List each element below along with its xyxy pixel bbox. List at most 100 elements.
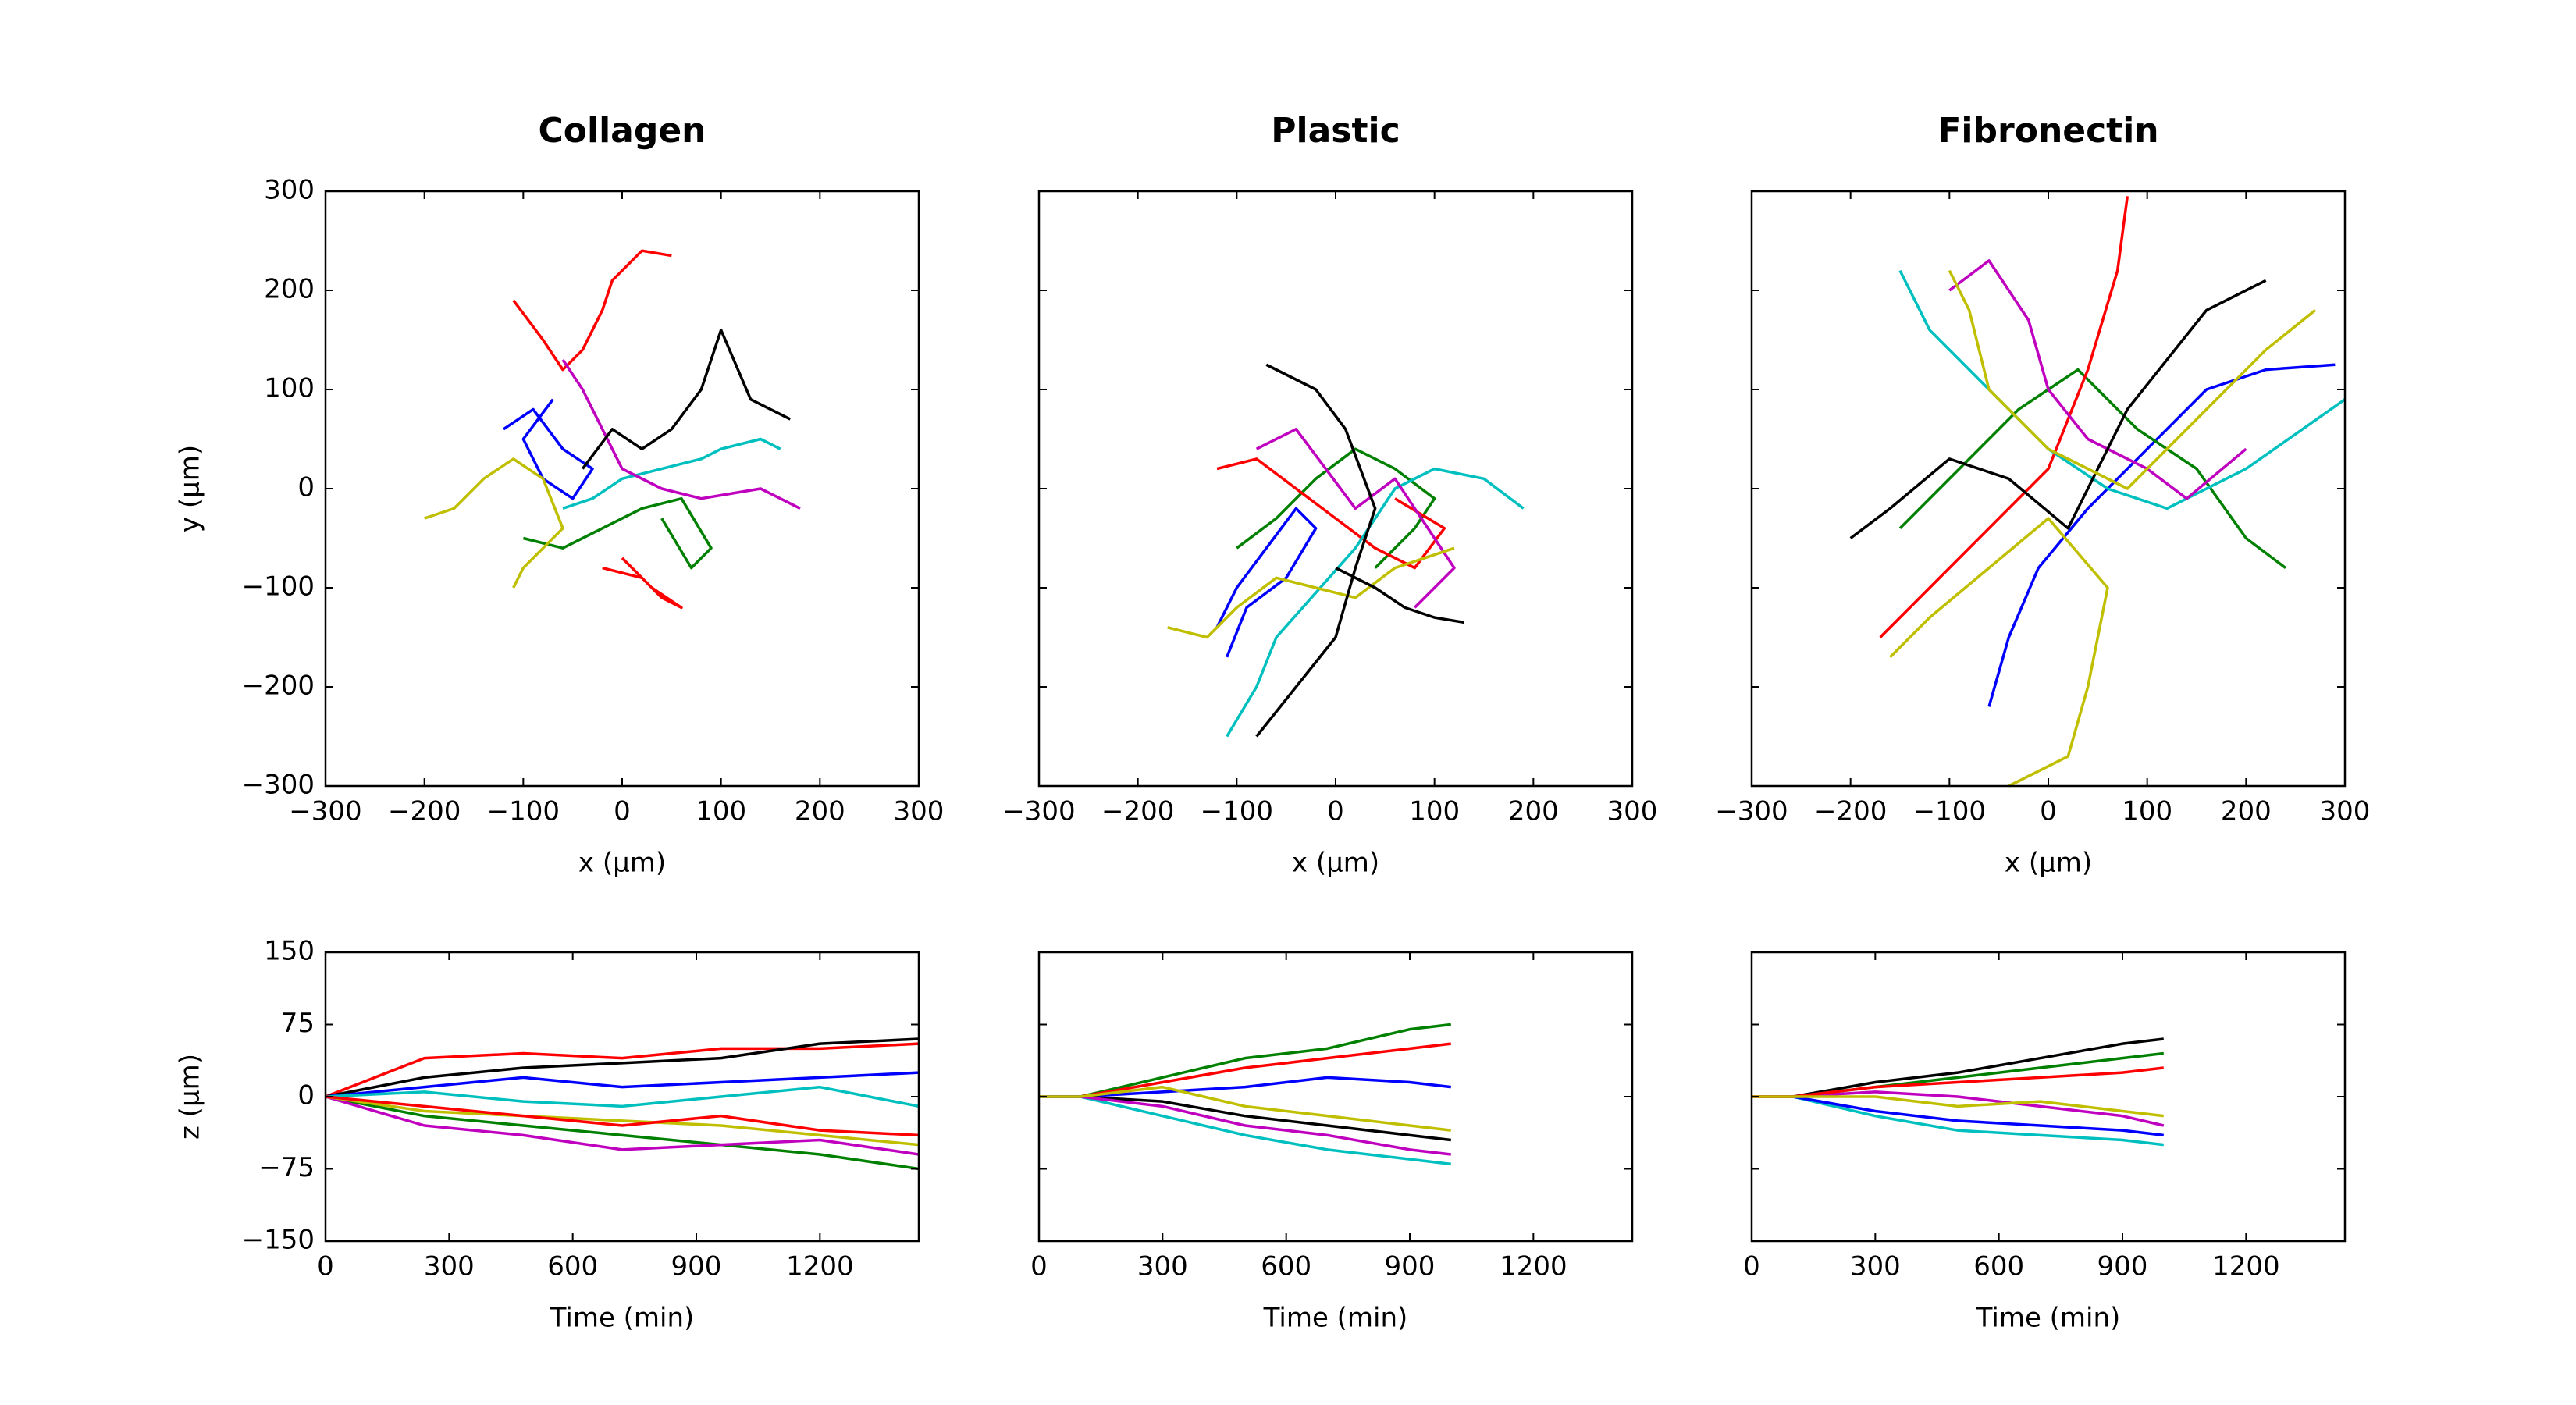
x-tick-label: 0 (614, 796, 631, 827)
trajectory (1236, 447, 1436, 569)
x-tick-label: 200 (795, 796, 845, 827)
y-tick-label: 75 (281, 1008, 315, 1039)
trajectory (602, 557, 683, 610)
y-tick-label: −200 (242, 670, 315, 702)
x-tick-label: 600 (1973, 1251, 2024, 1282)
trajectory (325, 1071, 920, 1098)
trajectory (1898, 269, 2347, 510)
x-tick-label: 900 (671, 1251, 722, 1282)
trajectory (522, 496, 713, 570)
trajectory (1039, 1095, 1451, 1142)
trajectory (562, 437, 781, 510)
trajectory (325, 1095, 920, 1137)
trajectory (1215, 507, 1318, 658)
trajectory (325, 1095, 920, 1156)
subplot-title: Fibronectin (1937, 111, 2158, 151)
x-tick-label: 300 (894, 796, 945, 827)
y-tick-label: 300 (264, 175, 315, 206)
trajectory (503, 398, 594, 500)
trajectory (1167, 546, 1455, 639)
trajectory (325, 1042, 920, 1098)
x-tick-label: −300 (1715, 796, 1788, 827)
x-tick-label: 0 (1743, 1251, 1760, 1282)
trajectory (1987, 363, 2336, 707)
x-tick-label: 0 (317, 1251, 334, 1282)
x-tick-label: 900 (1385, 1251, 1436, 1282)
x-tick-label: 300 (1850, 1251, 1901, 1282)
x-axis-label: x (µm) (578, 848, 666, 879)
x-tick-label: 0 (2040, 796, 2057, 827)
y-axis-label: y (µm) (175, 445, 206, 532)
trajectory (1879, 196, 2129, 638)
subplot: 0 300 600 900 1200 Time (min) (1030, 951, 1634, 1334)
y-tick-label: −150 (242, 1225, 315, 1256)
axes-frame (1037, 951, 1634, 1243)
trajectory (1226, 467, 1525, 738)
trajectory (1039, 1042, 1451, 1098)
trajectory (325, 1095, 920, 1147)
trajectory (1948, 269, 2317, 490)
y-tick-label: 150 (264, 936, 315, 967)
x-tick-label: 900 (2097, 1251, 2148, 1282)
x-tick-label: −200 (388, 796, 461, 827)
x-axis-label: Time (min) (1976, 1303, 2121, 1334)
x-tick-label: 100 (696, 796, 746, 827)
trajectory (325, 1037, 920, 1098)
subplot: 0 300 600 900 1200 −150 −75 0 75 150 Time (min) z (… (175, 936, 920, 1334)
trajectory (1948, 259, 2247, 500)
y-tick-label: 0 (297, 1080, 315, 1112)
x-tick-label: 100 (1409, 796, 1460, 827)
x-tick-label: −100 (1913, 796, 1986, 827)
y-axis-label: z (µm) (175, 1054, 206, 1140)
subplot: −300 −200 −100 0 100 200 300 Fibronectin x (µm) (1715, 111, 2370, 879)
x-tick-label: −100 (1201, 796, 1273, 827)
trajectory (1889, 517, 2109, 788)
x-tick-label: 300 (1137, 1251, 1188, 1282)
x-tick-label: 1200 (786, 1251, 854, 1282)
x-tick-label: −300 (289, 796, 361, 827)
trajectory (1255, 428, 1456, 609)
trajectory (561, 358, 801, 510)
x-axis-label: Time (min) (1263, 1303, 1408, 1334)
x-tick-label: 0 (1030, 1251, 1048, 1282)
axes-frame (1037, 190, 1634, 788)
subplot-title: Collagen (538, 111, 706, 151)
y-tick-label: 0 (297, 472, 315, 503)
subplot: 0 300 600 900 1200 Time (min) (1743, 951, 2347, 1334)
trajectory (325, 1095, 920, 1171)
x-axis-label: x (µm) (2005, 848, 2092, 879)
trajectory (424, 457, 564, 589)
x-tick-label: 100 (2122, 796, 2172, 827)
trajectory (1752, 1095, 2164, 1118)
axes-frame (324, 951, 920, 1243)
subplot: −300 −200 −100 0 100 200 300 −300 −200 −100 0 100 20… (175, 111, 945, 879)
x-tick-label: 600 (547, 1251, 598, 1282)
axes-frame (1750, 190, 2347, 788)
trajectory (325, 1085, 920, 1108)
trajectory (1039, 1085, 1451, 1132)
axes-frame (324, 190, 920, 788)
trajectory (581, 329, 792, 470)
subplot-title: Plastic (1271, 111, 1400, 151)
y-tick-label: −100 (242, 571, 315, 603)
x-tick-label: 600 (1261, 1251, 1311, 1282)
x-tick-label: −100 (487, 796, 560, 827)
x-tick-label: 0 (1327, 796, 1344, 827)
y-tick-label: 200 (264, 274, 315, 305)
x-tick-label: 300 (1607, 796, 1658, 827)
y-tick-label: −75 (258, 1152, 315, 1183)
x-tick-label: 300 (2320, 796, 2371, 827)
x-tick-label: 1200 (2212, 1251, 2280, 1282)
y-tick-label: 100 (264, 373, 315, 404)
x-tick-label: 300 (424, 1251, 475, 1282)
trajectory (512, 249, 672, 372)
trajectory (1255, 363, 1377, 738)
x-tick-label: 200 (2221, 796, 2272, 827)
trajectory (1335, 567, 1464, 624)
trajectory (1898, 368, 2287, 569)
x-axis-label: x (µm) (1292, 848, 1379, 879)
subplot: −300 −200 −100 0 100 200 300 Plastic x (µm) (1002, 111, 1657, 879)
x-tick-label: −200 (1101, 796, 1174, 827)
x-axis-label: Time (min) (550, 1303, 695, 1334)
